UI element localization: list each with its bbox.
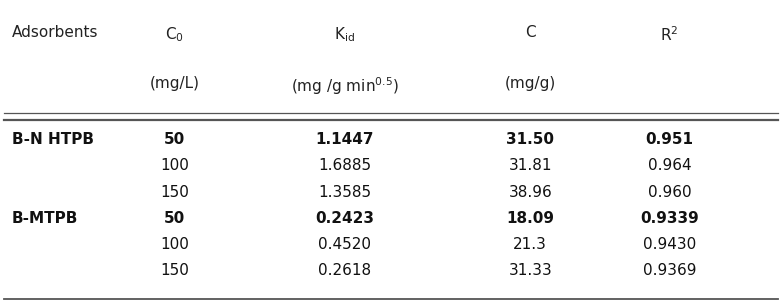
Text: 0.960: 0.960	[647, 185, 691, 200]
Text: 150: 150	[160, 263, 188, 278]
Text: (mg /g min$^{0.5}$): (mg /g min$^{0.5}$)	[291, 76, 399, 97]
Text: 0.4520: 0.4520	[318, 237, 371, 252]
Text: (mg/g): (mg/g)	[504, 76, 556, 91]
Text: $\mathrm{K_{id}}$: $\mathrm{K_{id}}$	[334, 25, 355, 44]
Text: (mg/L): (mg/L)	[149, 76, 199, 91]
Text: 50: 50	[163, 211, 185, 226]
Text: 100: 100	[160, 237, 188, 252]
Text: Adsorbents: Adsorbents	[12, 25, 99, 40]
Text: 1.1447: 1.1447	[315, 132, 374, 147]
Text: 31.50: 31.50	[506, 132, 554, 147]
Text: $\mathrm{R^2}$: $\mathrm{R^2}$	[660, 25, 679, 44]
Text: 150: 150	[160, 185, 188, 200]
Text: 0.2423: 0.2423	[315, 211, 374, 226]
Text: 0.964: 0.964	[647, 159, 691, 174]
Text: 38.96: 38.96	[508, 185, 552, 200]
Text: 31.81: 31.81	[508, 159, 552, 174]
Text: 0.9430: 0.9430	[643, 237, 696, 252]
Text: $\mathrm{C_0}$: $\mathrm{C_0}$	[165, 25, 184, 44]
Text: 0.9369: 0.9369	[643, 263, 696, 278]
Text: 21.3: 21.3	[513, 237, 547, 252]
Text: 31.33: 31.33	[508, 263, 552, 278]
Text: 0.2618: 0.2618	[318, 263, 371, 278]
Text: 50: 50	[163, 132, 185, 147]
Text: 1.3585: 1.3585	[318, 185, 371, 200]
Text: 0.9339: 0.9339	[640, 211, 699, 226]
Text: 0.951: 0.951	[645, 132, 694, 147]
Text: 1.6885: 1.6885	[318, 159, 371, 174]
Text: B-MTPB: B-MTPB	[12, 211, 78, 226]
Text: 18.09: 18.09	[506, 211, 554, 226]
Text: B-N HTPB: B-N HTPB	[12, 132, 94, 147]
Text: 100: 100	[160, 159, 188, 174]
Text: C: C	[525, 25, 536, 40]
